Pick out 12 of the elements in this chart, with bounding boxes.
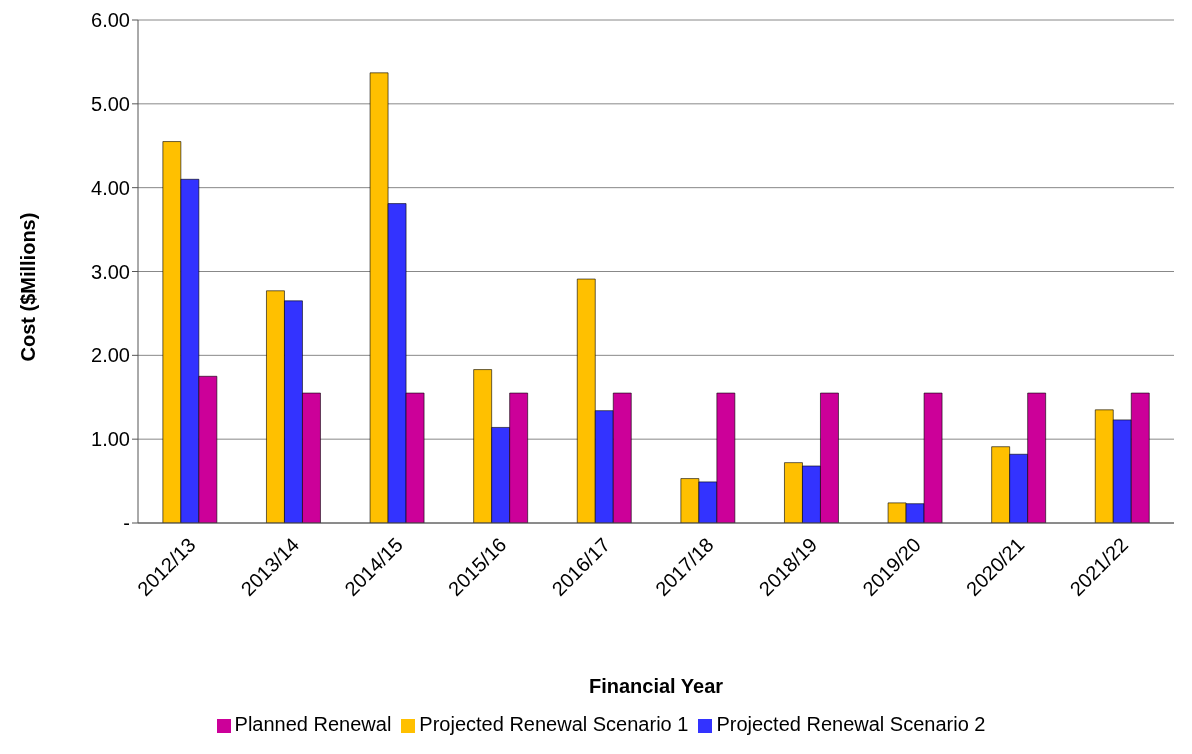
y-tick-label: 3.00 — [91, 260, 130, 283]
y-tick-label: - — [123, 512, 130, 535]
legend-label: Planned Renewal — [234, 713, 392, 735]
legend-label: Projected Renewal Scenario 2 — [716, 713, 986, 735]
y-tick-label: 1.00 — [91, 428, 130, 451]
y-tick-label: 2.00 — [91, 344, 130, 367]
x-axis-title: Financial Year — [588, 675, 724, 697]
y-tick-label: 5.00 — [91, 92, 130, 115]
y-tick-label: 4.00 — [91, 176, 130, 199]
y-tick-label: 6.00 — [91, 9, 130, 32]
legend-label: Projected Renewal Scenario 1 — [419, 713, 689, 735]
y-axis-title: Cost ($Millions) — [17, 212, 40, 362]
